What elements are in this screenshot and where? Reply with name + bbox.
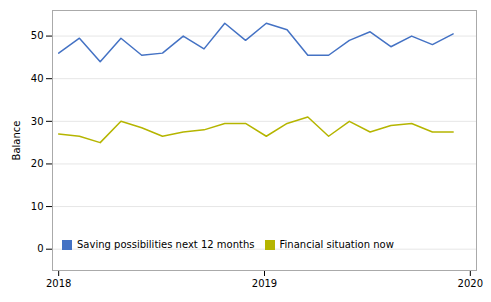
svg-text:2019: 2019 bbox=[252, 278, 277, 289]
svg-text:2020: 2020 bbox=[458, 278, 483, 289]
svg-text:50: 50 bbox=[31, 30, 44, 41]
html-text:Saving possibilities next 12 m: Saving possibilities next 12 months bbox=[77, 239, 255, 250]
svg-text:0: 0 bbox=[37, 243, 43, 254]
html-text:Financial situation now: Financial situation now bbox=[279, 239, 394, 250]
svg-text:30: 30 bbox=[31, 116, 44, 127]
svg-text:40: 40 bbox=[31, 73, 44, 84]
svg-text:20: 20 bbox=[31, 158, 44, 169]
svg-text:10: 10 bbox=[31, 201, 44, 212]
svg-text:Balance: Balance bbox=[11, 121, 22, 161]
svg-text:2018: 2018 bbox=[46, 278, 71, 289]
